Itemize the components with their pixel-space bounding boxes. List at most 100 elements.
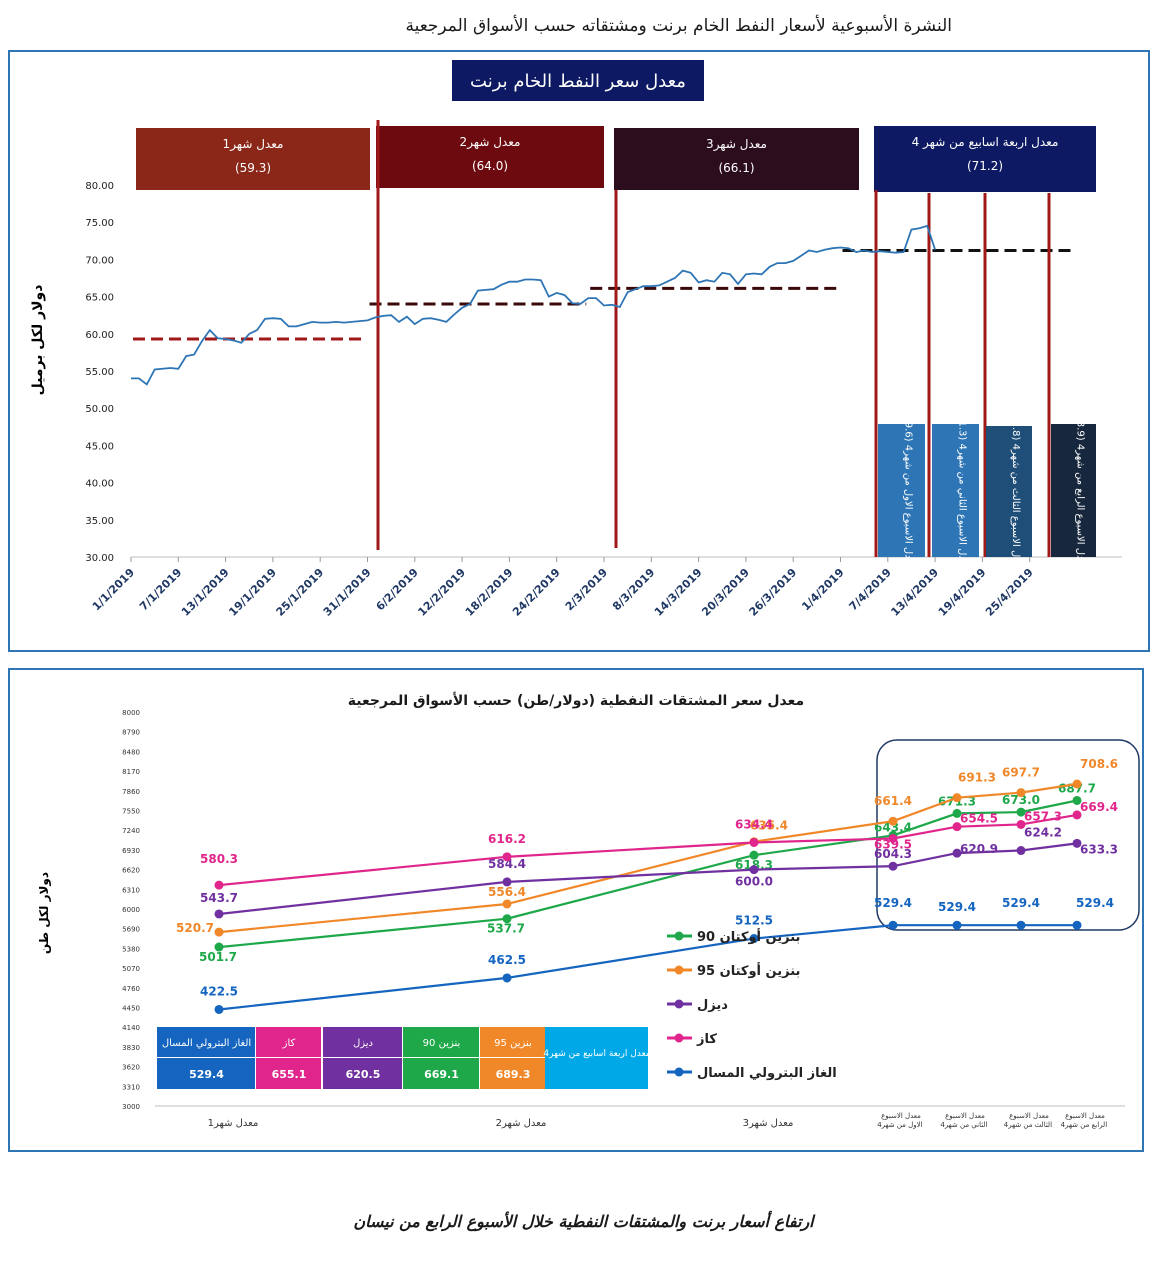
- brent-x-tick: 14/3/2019: [652, 566, 705, 619]
- legend-swatch-point: [674, 931, 684, 941]
- brent-y-tick: 80.00: [85, 181, 114, 192]
- legend-label: كاز: [696, 1032, 717, 1047]
- products-data-point: [952, 822, 962, 832]
- brent-y-tick: 60.00: [85, 330, 114, 341]
- products-data-point: [888, 816, 898, 826]
- products-data-label: 529.4: [874, 896, 912, 910]
- products-data-point: [1072, 920, 1082, 930]
- brent-y-tick: 40.00: [85, 479, 114, 490]
- month-average-value: (64.0): [472, 159, 508, 173]
- month-average-label: معدل شهر3: [706, 137, 767, 152]
- report-header: النشرة الأسبوعية لأسعار النفط الخام برنت…: [0, 10, 1167, 46]
- products-data-point: [502, 973, 512, 983]
- summary-table-header-cell: [323, 1027, 402, 1057]
- brent-x-tick: 7/1/2019: [137, 566, 184, 613]
- products-data-point: [1016, 920, 1026, 930]
- brent-y-tick: 65.00: [85, 293, 114, 304]
- month-average-value: (59.3): [235, 161, 271, 175]
- summary-table-header-cell: [545, 1027, 648, 1089]
- month-average-box: [874, 126, 1096, 192]
- brent-x-tick: 1/4/2019: [799, 566, 846, 613]
- brent-y-axis-label: دولار لكل برميل: [30, 285, 46, 396]
- products-series: 543.7 584.4 600.0 604.3 620.9 624.2 633.3: [200, 826, 1118, 919]
- products-data-point: [502, 914, 512, 924]
- brent-x-tick: 2/3/2019: [563, 566, 610, 613]
- legend-swatch-point: [674, 1033, 684, 1043]
- brent-y-tick: 30.00: [85, 553, 114, 564]
- products-data-point: [502, 899, 512, 909]
- products-data-label: 520.7: [176, 921, 214, 935]
- brent-x-tick: 1/1/2019: [90, 566, 137, 613]
- products-data-point: [1072, 795, 1082, 805]
- products-y-tick: 7860: [122, 788, 140, 796]
- legend-label: بنزين أوكتان 95: [697, 962, 800, 979]
- weekly-average-label: معدل الاسبوع الاول من شهر4 (69.6): [903, 411, 914, 569]
- brent-chart-title-box: [452, 60, 704, 101]
- brent-x-tick: 12/2/2019: [415, 566, 468, 619]
- brent-y-tick: 70.00: [85, 255, 114, 266]
- brent-x-tick: 7/4/2019: [847, 566, 894, 613]
- month-average-value: (66.1): [718, 161, 754, 175]
- brent-price-chart: معدل سعر النفط الخام برنت دولار لكل برمي…: [30, 60, 1122, 619]
- products-data-label: 620.9: [960, 842, 998, 856]
- summary-table-value: 689.3: [496, 1068, 531, 1081]
- summary-table-value: 669.1: [424, 1068, 459, 1081]
- products-y-tick: 3830: [122, 1044, 140, 1052]
- products-data-label: 654.5: [960, 812, 998, 826]
- products-data-point: [749, 850, 759, 860]
- products-y-tick: 4140: [122, 1024, 140, 1032]
- brent-x-tick: 6/2/2019: [374, 566, 421, 613]
- products-y-tick: 5690: [122, 926, 140, 934]
- products-data-label: 669.4: [1080, 800, 1118, 814]
- summary-table-value: 620.5: [346, 1068, 381, 1081]
- weekly-average-box: [1051, 424, 1096, 557]
- products-series: 520.7 556.4 635.4 661.4 691.3 697.7 708.6: [176, 757, 1118, 937]
- products-data-point: [888, 920, 898, 930]
- brent-x-tick: 25/4/2019: [983, 566, 1036, 619]
- weekly-average-box: [986, 426, 1032, 557]
- products-data-label: 529.4: [1002, 896, 1040, 910]
- month-average-label: معدل شهر1: [223, 137, 284, 152]
- products-data-label: 633.3: [1080, 842, 1118, 856]
- products-data-point: [749, 934, 759, 944]
- summary-table-value: 655.1: [272, 1068, 307, 1081]
- products-x-category: معدل شهر2: [496, 1118, 547, 1129]
- products-y-tick: 8790: [122, 729, 140, 737]
- brent-chart-title: معدل سعر النفط الخام برنت: [470, 71, 686, 92]
- brent-x-tick: 13/1/2019: [179, 566, 232, 619]
- brent-price-line: [131, 224, 936, 386]
- products-x-category: معدل شهر3: [743, 1118, 794, 1129]
- legend-label: ديزل: [697, 998, 728, 1013]
- summary-table-header: بنزين 95: [494, 1038, 532, 1049]
- weekly-average-label: معدل الاسبوع الثالث من شهر4 (71.8): [1010, 410, 1021, 572]
- products-data-point: [214, 942, 224, 952]
- products-data-label: 529.4: [1076, 896, 1114, 910]
- products-data-label: 634.4: [735, 817, 773, 831]
- products-y-tick: 6310: [122, 886, 140, 894]
- weekly-average-box: [932, 424, 979, 557]
- products-chart-title: معدل سعر المشتقات النفطية (دولار/طن) حسب…: [348, 692, 804, 709]
- summary-table-header: ديزل: [353, 1038, 373, 1049]
- products-data-point: [214, 927, 224, 937]
- products-y-tick: 7240: [122, 827, 140, 835]
- products-data-label: 639.5: [874, 837, 912, 851]
- products-y-tick: 3310: [122, 1083, 140, 1091]
- summary-table-value-cell: [480, 1058, 545, 1089]
- products-data-point: [502, 852, 512, 862]
- month-average-box: [614, 128, 859, 190]
- products-data-label: 584.4: [488, 857, 526, 871]
- products-data-point: [952, 808, 962, 818]
- products-data-label: 673.0: [1002, 793, 1040, 807]
- brent-chart-panel: [8, 50, 1150, 652]
- products-series-line: [218, 924, 1077, 1011]
- products-data-label: 556.4: [488, 885, 526, 899]
- month-average-box: [136, 128, 370, 190]
- brent-x-tick: 20/3/2019: [699, 566, 752, 619]
- products-data-label: 624.2: [1024, 826, 1062, 840]
- brent-y-tick: 55.00: [85, 367, 114, 378]
- products-data-point: [749, 837, 759, 847]
- products-x-category: معدل الاسبوع الاول من شهر4: [877, 1112, 925, 1129]
- products-data-point: [214, 1004, 224, 1014]
- summary-table-value: 529.4: [189, 1068, 224, 1081]
- products-data-label: 697.7: [1002, 766, 1040, 780]
